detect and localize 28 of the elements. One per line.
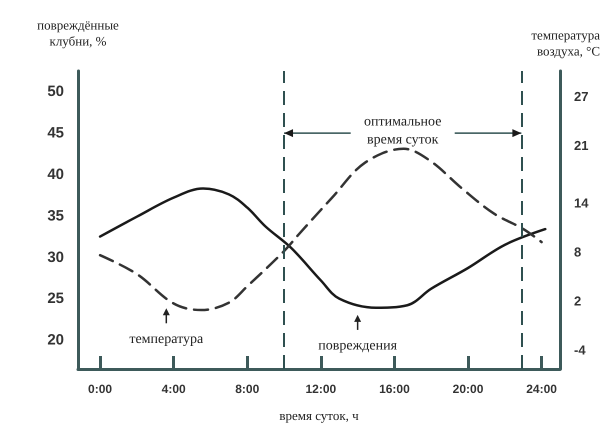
y2-tick-label: 14 [574, 195, 590, 210]
y-tick-label: 25 [47, 290, 64, 308]
annotation: оптимальное время суток [364, 114, 442, 148]
x-tick-label: 12:00 [305, 382, 337, 396]
y2-tick-label: -4 [574, 342, 586, 358]
y-tick-label: 40 [47, 166, 64, 183]
y-tick-label: 35 [47, 207, 64, 224]
annotation: повреждения [318, 338, 398, 354]
x-tick-label: 24:00 [526, 382, 558, 396]
y-tick-label: 45 [47, 124, 64, 142]
y2-tick-label: 27 [574, 88, 588, 104]
x-tick-label: 4:00 [162, 382, 186, 396]
x-tick-label: 0:00 [88, 382, 112, 396]
y-axis-title: повреждённые клубни, % [37, 18, 120, 48]
x-tick-label: 8:00 [235, 382, 260, 396]
x-axis-title: время суток, ч [279, 408, 360, 423]
y-tick-label: 30 [47, 248, 64, 266]
annotation: температура [129, 332, 204, 347]
line-series [98, 148, 543, 312]
y2-tick-label: 21 [574, 138, 588, 153]
y2-axis-title: температура воздуха, °C [531, 28, 600, 58]
y2-tick-label: 2 [574, 294, 582, 309]
y2-tick-label: 8 [574, 244, 582, 260]
y-tick-label: 20 [47, 332, 64, 349]
x-tick-label: 20:00 [452, 382, 484, 396]
line-series [98, 187, 547, 309]
y-tick-label: 50 [47, 83, 64, 100]
x-tick-label: 16:00 [379, 382, 410, 396]
